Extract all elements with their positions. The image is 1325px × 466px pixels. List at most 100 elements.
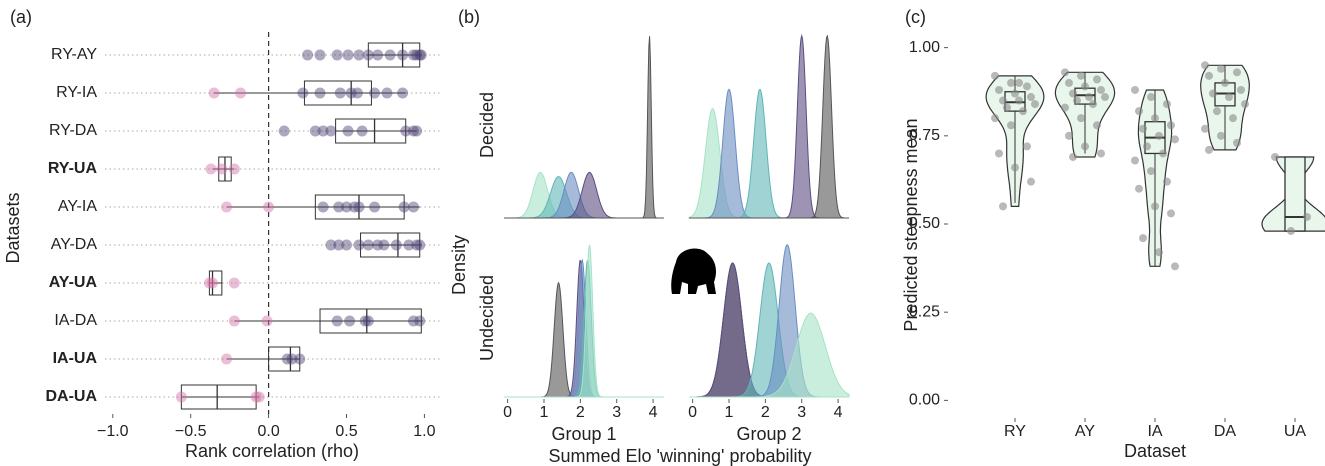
x-tick-label: DA	[1214, 423, 1237, 440]
point	[369, 202, 380, 213]
point	[1167, 121, 1175, 129]
point	[1159, 149, 1167, 157]
x-tick-label: 3	[797, 404, 806, 421]
point	[414, 316, 425, 327]
point	[1205, 72, 1213, 80]
point	[995, 86, 1003, 94]
point	[315, 88, 326, 99]
row-label: Decided	[477, 92, 497, 158]
y-tick-label: DA-UA	[45, 388, 97, 405]
y-tick-label: AY-DA	[51, 236, 98, 253]
point	[363, 316, 374, 327]
point	[318, 202, 329, 213]
x-axis-title: Dataset	[1124, 441, 1186, 461]
point	[1027, 93, 1035, 101]
point	[1139, 125, 1147, 133]
point	[294, 354, 305, 365]
x-tick-label: −0.5	[175, 423, 207, 440]
point	[1089, 100, 1097, 108]
point	[343, 50, 354, 61]
point	[1007, 79, 1015, 87]
y-tick-label: RY-UA	[48, 160, 98, 177]
point	[1171, 262, 1179, 270]
point	[1093, 75, 1101, 83]
point	[344, 316, 355, 327]
point	[378, 240, 389, 251]
point	[1233, 139, 1241, 147]
point	[1155, 248, 1163, 256]
x-tick-label: AY	[1075, 423, 1095, 440]
point	[995, 149, 1003, 157]
point	[414, 240, 425, 251]
x-tick-label: RY	[1004, 423, 1026, 440]
point	[357, 126, 368, 137]
x-tick-label: 3	[612, 404, 621, 421]
point	[229, 278, 240, 289]
y-tick-label: 0.25	[909, 303, 940, 320]
point	[1097, 86, 1105, 94]
point	[262, 316, 273, 327]
point	[1139, 234, 1147, 242]
point	[1213, 107, 1221, 115]
point	[343, 126, 354, 137]
point	[302, 50, 313, 61]
y-tick-label: 0.50	[909, 215, 940, 232]
point	[1201, 61, 1209, 69]
point	[991, 72, 999, 80]
column-label: Group 1	[551, 424, 616, 444]
point	[1151, 114, 1159, 122]
point	[1135, 185, 1143, 193]
point	[1151, 202, 1159, 210]
point	[1023, 142, 1031, 150]
point	[176, 392, 187, 403]
x-tick-label: 1	[725, 404, 734, 421]
point	[332, 50, 343, 61]
panel-label: (a)	[10, 7, 32, 27]
y-tick-label: IA-UA	[53, 350, 98, 367]
point	[1069, 153, 1077, 161]
point	[297, 88, 308, 99]
point	[1061, 104, 1069, 112]
point	[332, 316, 343, 327]
y-tick-label: AY-IA	[58, 198, 97, 215]
point	[1217, 65, 1225, 73]
point	[385, 50, 396, 61]
point	[1069, 89, 1077, 97]
point	[397, 50, 408, 61]
point	[235, 88, 246, 99]
point	[1085, 93, 1093, 101]
point	[229, 164, 240, 175]
point	[1131, 157, 1139, 165]
point	[1019, 107, 1027, 115]
point	[416, 50, 427, 61]
x-tick-label: UA	[1284, 423, 1307, 440]
point	[1209, 89, 1217, 97]
point	[1101, 93, 1109, 101]
point	[1143, 142, 1151, 150]
x-tick-label: 2	[761, 404, 770, 421]
point	[1003, 104, 1011, 112]
point	[1287, 227, 1295, 235]
point	[391, 240, 402, 251]
point	[1007, 121, 1015, 129]
point	[1147, 167, 1155, 175]
point	[1031, 100, 1039, 108]
box	[1285, 157, 1305, 231]
point	[279, 126, 290, 137]
x-tick-label: 1	[540, 404, 549, 421]
point	[1081, 82, 1089, 90]
x-axis-title: Summed Elo 'winning' probability	[548, 446, 811, 466]
column-label: Group 2	[736, 424, 801, 444]
point	[1027, 178, 1035, 186]
y-tick-label: 0.75	[909, 127, 940, 144]
point	[1061, 68, 1069, 76]
panel-label: (b)	[458, 7, 480, 27]
point	[221, 202, 232, 213]
y-axis-title: Datasets	[3, 192, 23, 263]
point	[1081, 142, 1089, 150]
point	[1147, 93, 1155, 101]
point	[216, 164, 227, 175]
y-tick-label: AY-UA	[49, 274, 98, 291]
point	[1271, 153, 1279, 161]
point	[221, 354, 232, 365]
